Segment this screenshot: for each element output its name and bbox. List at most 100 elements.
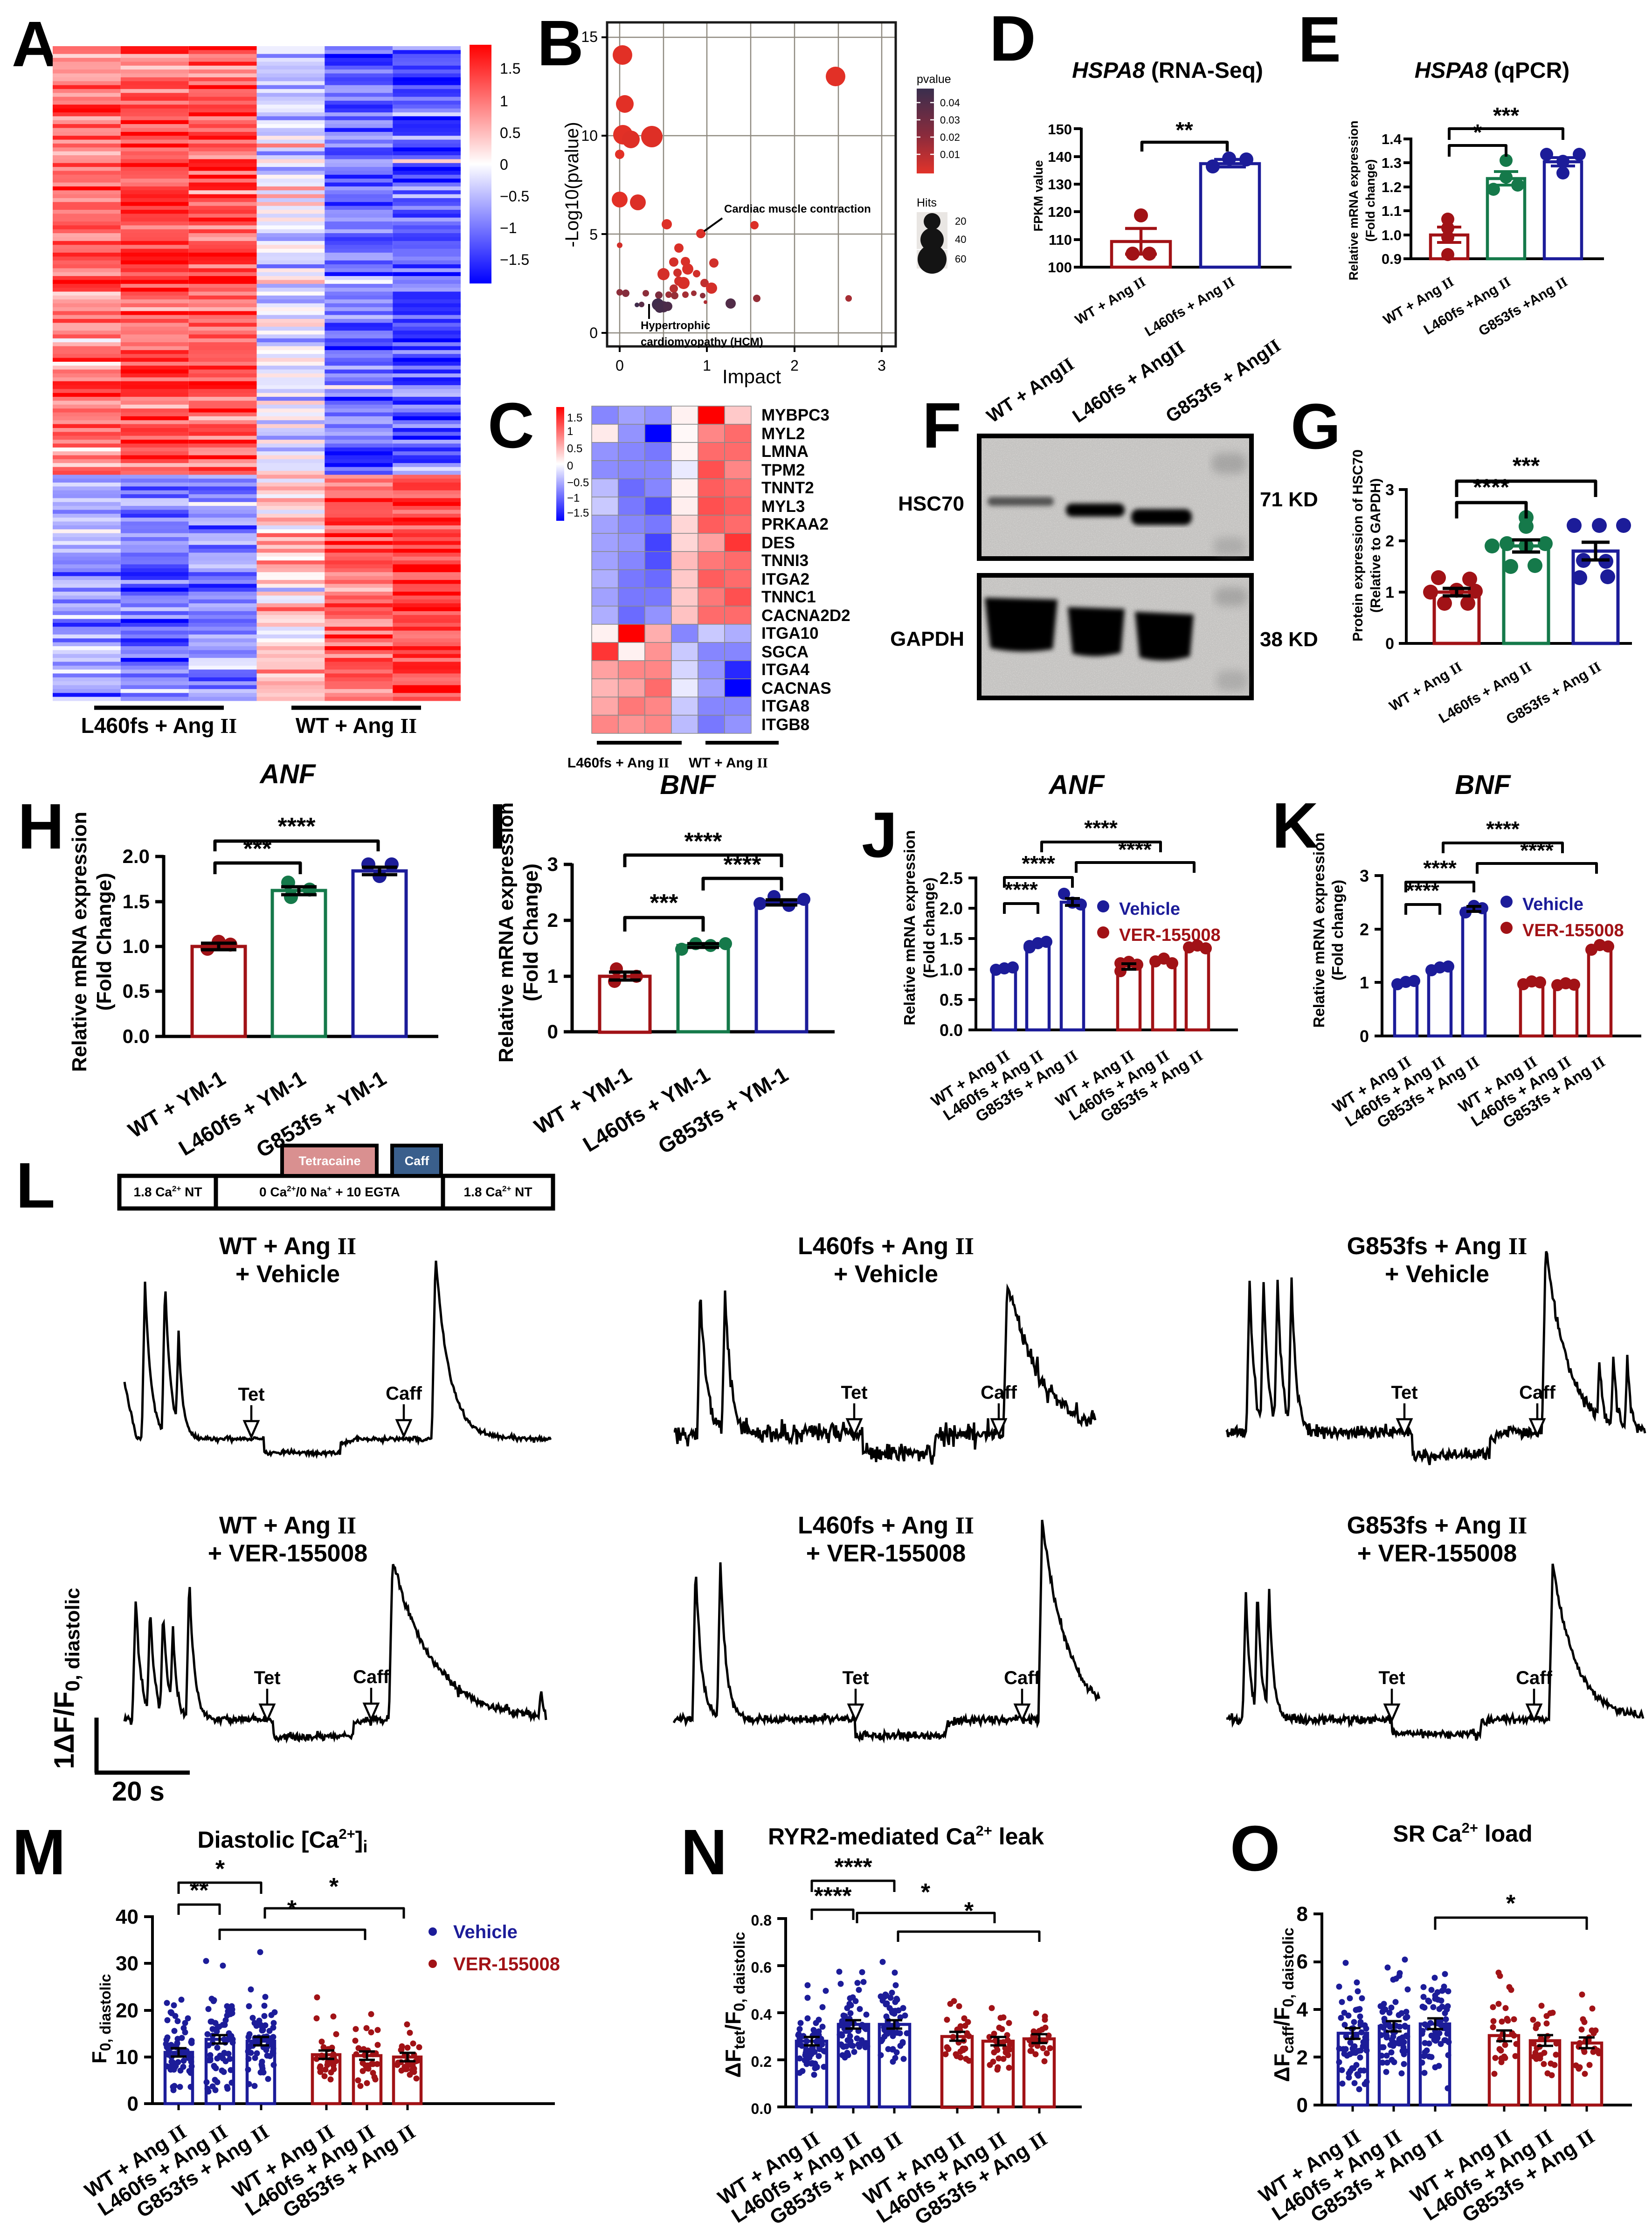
svg-text:0.2: 0.2 (751, 2053, 772, 2070)
svg-text:Caff: Caff (981, 1382, 1017, 1403)
svg-text:71 KD: 71 KD (1260, 488, 1318, 511)
svg-text:J: J (862, 799, 898, 871)
svg-text:0.5: 0.5 (567, 442, 582, 455)
svg-text:HSPA8 (qPCR): HSPA8 (qPCR) (1415, 58, 1569, 83)
svg-text:Protein expression of HSC70: Protein expression of HSC70 (1350, 449, 1366, 642)
svg-text:M: M (12, 1816, 66, 1888)
svg-text:Tet: Tet (238, 1384, 264, 1405)
svg-text:C: C (488, 390, 534, 462)
svg-text:0: 0 (615, 357, 624, 374)
svg-text:(Relative to GAPDH): (Relative to GAPDH) (1368, 478, 1383, 613)
svg-text:0.5: 0.5 (940, 990, 963, 1009)
svg-text:1: 1 (547, 965, 558, 987)
svg-text:0: 0 (547, 1021, 558, 1043)
svg-text:−0.5: −0.5 (500, 188, 529, 205)
svg-text:L: L (16, 1150, 55, 1222)
svg-text:2.0: 2.0 (940, 899, 963, 918)
svg-text:2.5: 2.5 (940, 869, 963, 888)
svg-text:****: **** (1022, 851, 1055, 876)
svg-text:5: 5 (589, 226, 598, 243)
svg-text:1.3: 1.3 (1382, 155, 1402, 171)
svg-text:****: **** (1118, 837, 1152, 862)
svg-text:I: I (489, 791, 506, 863)
svg-text:LMNA: LMNA (761, 442, 809, 461)
svg-text:Caff: Caff (1519, 1382, 1555, 1403)
svg-text:10: 10 (581, 127, 598, 144)
svg-text:2: 2 (1360, 920, 1369, 939)
svg-text:0.6: 0.6 (751, 1959, 772, 1976)
svg-text:0.8: 0.8 (751, 1912, 772, 1929)
svg-text:0: 0 (567, 460, 573, 472)
svg-text:*: * (1506, 1890, 1516, 1917)
svg-text:1: 1 (500, 93, 508, 110)
svg-text:L460fs + Ang II: L460fs + Ang II (798, 1512, 974, 1539)
svg-text:1.5: 1.5 (500, 60, 520, 77)
svg-text:0: 0 (589, 324, 598, 341)
svg-text:SR Ca2+ load: SR Ca2+ load (1393, 1820, 1532, 1847)
svg-text:0: 0 (1385, 635, 1394, 653)
svg-text:0.9: 0.9 (1382, 251, 1402, 267)
svg-text:Relative mRNA expression: Relative mRNA expression (1347, 121, 1361, 281)
svg-text:40: 40 (955, 234, 966, 245)
svg-text:G853fs + Ang II: G853fs + Ang II (1347, 1233, 1528, 1260)
svg-text:130: 130 (1048, 176, 1072, 193)
svg-text:0.02: 0.02 (940, 131, 960, 143)
svg-text:ANF: ANF (259, 759, 316, 789)
svg-text:CACNAS: CACNAS (761, 679, 831, 697)
svg-text:TNNC1: TNNC1 (761, 588, 816, 606)
svg-text:Caff: Caff (1004, 1668, 1040, 1688)
svg-text:TPM2: TPM2 (761, 461, 805, 479)
svg-text:3: 3 (1360, 866, 1369, 885)
svg-text:(Fold change): (Fold change) (1363, 159, 1377, 242)
svg-text:-Log10(pvalue): -Log10(pvalue) (562, 122, 582, 247)
svg-text:−0.5: −0.5 (567, 476, 589, 489)
svg-text:1.0: 1.0 (1382, 227, 1402, 243)
svg-text:****: **** (1520, 838, 1554, 863)
svg-text:F: F (922, 390, 961, 462)
svg-text:****: **** (1084, 816, 1118, 840)
svg-text:ANF: ANF (1048, 770, 1105, 800)
svg-text:1: 1 (703, 357, 711, 374)
svg-text:A: A (12, 8, 58, 80)
svg-text:2.0: 2.0 (123, 845, 150, 867)
svg-text:40: 40 (116, 1906, 138, 1928)
svg-text:Tet: Tet (842, 1668, 869, 1688)
svg-text:ITGA4: ITGA4 (761, 661, 810, 679)
svg-text:****: **** (1486, 817, 1520, 841)
svg-text:(Fold Change): (Fold Change) (93, 873, 116, 1011)
svg-text:*: * (964, 1898, 974, 1925)
svg-text:K: K (1272, 790, 1319, 862)
svg-text:1.4: 1.4 (1382, 131, 1402, 147)
svg-text:N: N (681, 1816, 727, 1888)
svg-text:1.5: 1.5 (123, 891, 150, 912)
svg-text:20 s: 20 s (112, 1776, 165, 1807)
svg-text:MYBPC3: MYBPC3 (761, 406, 829, 424)
svg-text:WT + Ang II: WT + Ang II (219, 1233, 356, 1260)
svg-text:PRKAA2: PRKAA2 (761, 515, 829, 533)
svg-text:Caff: Caff (353, 1667, 389, 1687)
svg-text:BNF: BNF (660, 770, 716, 800)
svg-text:10: 10 (116, 2046, 138, 2069)
svg-text:Cardiac muscle contraction: Cardiac muscle contraction (724, 203, 871, 215)
svg-text:Caff: Caff (405, 1154, 430, 1168)
svg-text:0.5: 0.5 (500, 124, 520, 141)
svg-text:(Fold Change): (Fold Change) (519, 863, 542, 1001)
svg-text:0.4: 0.4 (751, 2006, 772, 2023)
svg-text:+ VER-155008: + VER-155008 (208, 1540, 368, 1567)
svg-text:1.8 Ca2+ NT: 1.8 Ca2+ NT (134, 1184, 202, 1199)
svg-text:****: **** (278, 813, 316, 840)
svg-text:TNNI3: TNNI3 (761, 552, 809, 570)
svg-text:RYR2-mediated Ca2+ leak: RYR2-mediated Ca2+ leak (768, 1823, 1044, 1850)
svg-text:FPKM value: FPKM value (1031, 160, 1045, 231)
svg-text:−1.5: −1.5 (567, 507, 589, 519)
svg-text:0.03: 0.03 (940, 114, 960, 126)
svg-text:1.0: 1.0 (940, 960, 963, 979)
svg-text:(Fold change): (Fold change) (1329, 880, 1346, 980)
svg-text:****: **** (1004, 877, 1038, 902)
svg-text:WT + Ang II: WT + Ang II (689, 755, 768, 771)
svg-text:4: 4 (1297, 1998, 1308, 2021)
svg-text:*: * (921, 1879, 931, 1906)
svg-text:*: * (1473, 120, 1482, 145)
svg-text:0: 0 (127, 2092, 138, 2115)
svg-text:150: 150 (1048, 121, 1072, 138)
